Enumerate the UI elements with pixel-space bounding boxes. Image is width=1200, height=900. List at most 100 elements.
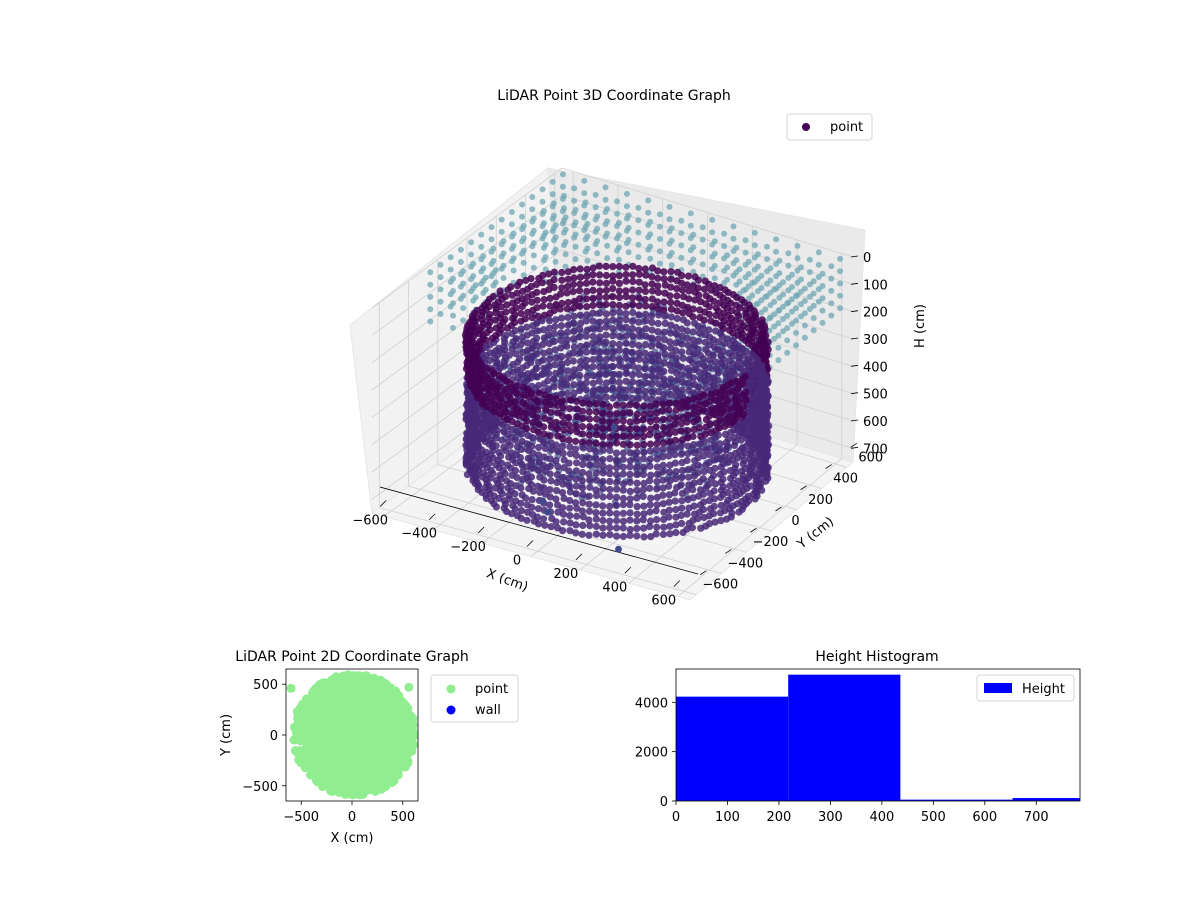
point-3d <box>668 249 675 256</box>
point-3d <box>717 517 725 525</box>
point-3d <box>690 479 698 487</box>
point-3d <box>596 355 604 363</box>
point-3d <box>535 381 543 390</box>
point-3d <box>609 263 617 271</box>
point-3d <box>666 203 673 210</box>
point-3d <box>615 340 624 348</box>
point-3d <box>582 279 591 287</box>
point-3d <box>558 376 566 384</box>
point-3d <box>837 305 844 312</box>
point-3d <box>427 269 434 276</box>
point-3d <box>655 357 663 365</box>
point-3d <box>613 410 621 418</box>
point-3d <box>648 273 656 281</box>
point-3d <box>660 336 669 344</box>
point-3d <box>576 265 584 273</box>
point-3d <box>490 245 497 252</box>
point-3d <box>492 442 500 450</box>
point-3d <box>571 185 578 192</box>
point-3d <box>583 326 591 334</box>
point-3d <box>622 364 630 372</box>
point-3d <box>667 344 675 352</box>
point-3d <box>500 334 508 343</box>
point-3d <box>640 510 648 518</box>
x-axis-3d-tick <box>379 500 387 507</box>
point-3d <box>712 311 720 319</box>
point-3d <box>711 480 719 488</box>
point-3d <box>502 447 510 455</box>
z-axis-3d-tick <box>850 446 859 449</box>
point-3d <box>599 440 607 449</box>
point-3d <box>716 299 724 307</box>
point-3d <box>437 261 444 268</box>
point-3d <box>513 389 521 398</box>
point-3d <box>560 494 568 502</box>
point-3d <box>725 405 733 413</box>
point-3d <box>661 312 669 320</box>
point-3d <box>552 354 560 362</box>
point-3d <box>721 422 729 430</box>
point-3d <box>564 313 572 321</box>
point-3d <box>640 410 648 418</box>
point-3d <box>653 501 661 509</box>
point-3d <box>596 363 604 371</box>
point-3d <box>539 198 546 205</box>
point-3d <box>529 487 537 495</box>
point-3d <box>712 365 721 373</box>
point-3d <box>582 199 589 206</box>
point-3d <box>767 265 774 272</box>
point-3d <box>691 319 699 327</box>
point-3d <box>497 475 505 483</box>
point-3d <box>565 421 573 429</box>
point-3d <box>500 250 507 257</box>
point-3d <box>667 321 675 329</box>
point-3d <box>604 218 611 225</box>
point-3d <box>742 237 749 244</box>
point-3d <box>478 243 485 250</box>
point-3d <box>640 441 648 449</box>
point-3d <box>592 486 600 494</box>
point-3d <box>648 395 656 404</box>
point-3d <box>762 294 769 300</box>
point-3d <box>665 399 673 407</box>
point-3d <box>727 379 736 387</box>
point-3d <box>596 333 604 341</box>
point-3d <box>585 431 593 439</box>
scatter-2d-points <box>286 670 418 800</box>
point-3d <box>572 521 580 529</box>
point-3d <box>528 503 536 511</box>
point-3d <box>673 330 681 338</box>
point-3d <box>510 230 517 237</box>
point-3d <box>665 452 673 460</box>
point-3d <box>619 401 627 409</box>
point-3d <box>513 473 521 482</box>
point-3d <box>592 522 601 531</box>
point-3d <box>586 522 594 530</box>
point-3d <box>785 250 792 257</box>
point-3d <box>667 390 675 398</box>
point-3d <box>472 294 479 301</box>
point-3d <box>690 502 698 510</box>
point-3d <box>509 338 517 346</box>
point-3d <box>678 519 686 528</box>
point-3d <box>545 370 553 378</box>
point-3d <box>599 493 607 501</box>
grid-3d-line <box>408 281 722 574</box>
point-3d <box>527 458 536 466</box>
point-3d <box>482 286 489 293</box>
point-3d <box>721 243 728 250</box>
point-3d <box>552 418 560 426</box>
point-3d <box>735 354 743 362</box>
point-3d <box>653 478 661 486</box>
point-3d <box>528 314 536 322</box>
point-3d <box>659 423 668 432</box>
point-3d <box>653 523 661 531</box>
point-3d <box>647 231 654 238</box>
point-3d <box>564 374 572 382</box>
point-3d <box>678 340 686 348</box>
point-3d <box>517 499 525 507</box>
point-3d <box>546 302 554 310</box>
point-3d <box>552 234 559 241</box>
point-3d <box>641 287 650 295</box>
point-3d <box>683 487 691 495</box>
